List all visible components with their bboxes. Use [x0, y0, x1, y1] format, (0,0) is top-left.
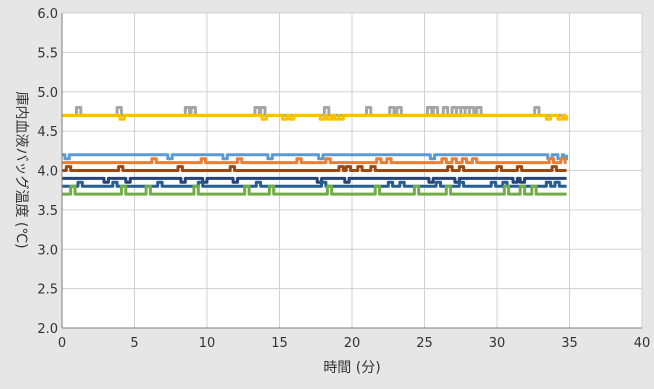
x-tick-label: 20 — [344, 336, 361, 351]
x-tick-label: 10 — [199, 336, 216, 351]
x-tick-label: 30 — [489, 336, 506, 351]
y-tick-label: 6.0 — [37, 7, 58, 22]
tick-labels: 2.0 2.5 3.0 3.5 4.0 4.5 5.0 5.5 6.0 0 5 10 15 20 25 30 3… — [37, 7, 650, 351]
x-axis-label: 時間 (分) — [323, 360, 380, 376]
series-line-4 — [62, 157, 567, 165]
series-line-2 — [62, 113, 569, 121]
y-tick-label: 5.5 — [37, 46, 58, 61]
y-tick-label: 3.5 — [37, 204, 58, 219]
y-tick-label: 5.0 — [37, 86, 58, 101]
series-line-5 — [62, 165, 567, 172]
y-axis-label: 庫内血液バッグ温度 (℃) — [13, 91, 30, 248]
y-tick-label: 2.0 — [37, 322, 58, 337]
series-line-3 — [62, 153, 569, 161]
series-line-6 — [62, 176, 567, 184]
x-tick-label: 40 — [634, 336, 651, 351]
x-tick-label: 35 — [561, 336, 578, 351]
series-lines — [62, 106, 569, 196]
y-tick-label: 2.5 — [37, 283, 58, 298]
x-tick-label: 25 — [416, 336, 433, 351]
y-tick-label: 4.5 — [37, 125, 58, 140]
x-tick-label: 15 — [271, 336, 288, 351]
y-tick-label: 4.0 — [37, 165, 58, 180]
x-tick-label: 5 — [130, 336, 138, 351]
series-line-7 — [62, 180, 567, 188]
y-tick-label: 3.0 — [37, 243, 58, 258]
axes — [61, 13, 642, 329]
series-line-8 — [62, 184, 567, 196]
x-tick-label: 0 — [58, 336, 66, 351]
